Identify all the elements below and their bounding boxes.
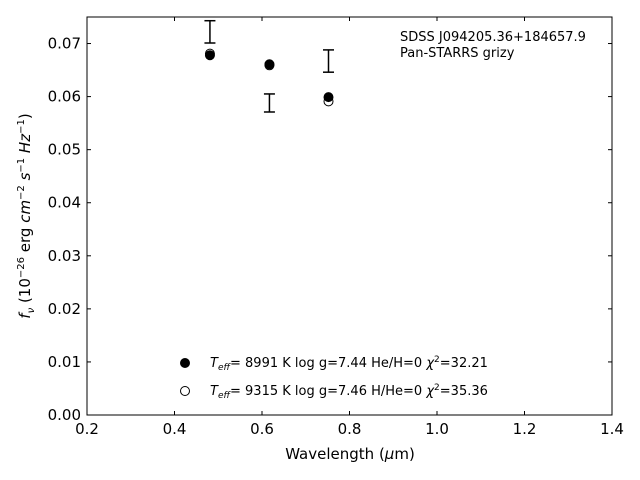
observed-error-bar	[323, 49, 334, 73]
legend-2-comp: H/He=0	[371, 384, 422, 399]
open-model-point	[204, 48, 215, 59]
survey-name: Pan-STARRS grizy	[400, 46, 515, 61]
x-tick-label: 0.2	[75, 420, 99, 438]
model-points	[204, 48, 334, 107]
x-tick-label: 0.4	[163, 420, 187, 438]
x-tick-label: 1.4	[600, 420, 624, 438]
y-tick-label: 0.04	[48, 194, 81, 212]
y-tick-label: 0.02	[48, 300, 81, 318]
legend-1-teff: 8991 K	[245, 356, 291, 371]
open-model-point	[264, 60, 275, 71]
legend-2-chi2: =35.36	[440, 384, 488, 399]
legend-2-teff: 9315 K	[245, 384, 291, 399]
y-tick-label: 0.07	[48, 35, 81, 53]
x-tick-label: 1.0	[425, 420, 449, 438]
legend-marker-open	[180, 386, 190, 396]
y-axis-ticks: 0.00 0.01 0.02 0.03 0.04 0.05 0.06 0.07	[48, 35, 612, 424]
legend-1-comp: He/H=0	[371, 356, 422, 371]
legend: Teff= 8991 K log g=7.44 He/H=0 χ2=32.21 …	[180, 355, 488, 401]
legend-entry-2: Teff= 9315 K log g=7.46 H/He=0 χ2=35.36	[210, 383, 488, 401]
x-axis-label: Wavelength (μm)	[285, 445, 415, 463]
legend-entry-1: Teff= 8991 K log g=7.44 He/H=0 χ2=32.21	[210, 355, 488, 373]
open-model-point	[323, 96, 334, 107]
legend-1-logg: log g=7.44	[295, 356, 367, 371]
y-tick-label: 0.00	[48, 406, 81, 424]
y-tick-label: 0.06	[48, 88, 81, 106]
y-axis-label: fν (10−26 erg cm−2 s−1 Hz−1)	[16, 113, 37, 318]
y-tick-label: 0.05	[48, 141, 81, 159]
observed-error-bar	[204, 19, 216, 44]
legend-marker-filled	[180, 358, 190, 368]
y-tick-label: 0.03	[48, 247, 81, 265]
observed-error-bars	[204, 19, 334, 113]
x-tick-label: 0.8	[338, 420, 362, 438]
x-tick-label: 0.6	[250, 420, 274, 438]
object-name: SDSS J094205.36+184657.9	[400, 30, 586, 45]
x-tick-label: 1.2	[513, 420, 537, 438]
legend-2-logg: log g=7.46	[295, 384, 367, 399]
x-axis-ticks: 0.2 0.4 0.6 0.8 1.0 1.2 1.4	[75, 17, 624, 438]
observed-error-bar	[263, 93, 275, 113]
legend-1-chi2: =32.21	[440, 356, 488, 371]
y-tick-label: 0.01	[48, 353, 81, 371]
